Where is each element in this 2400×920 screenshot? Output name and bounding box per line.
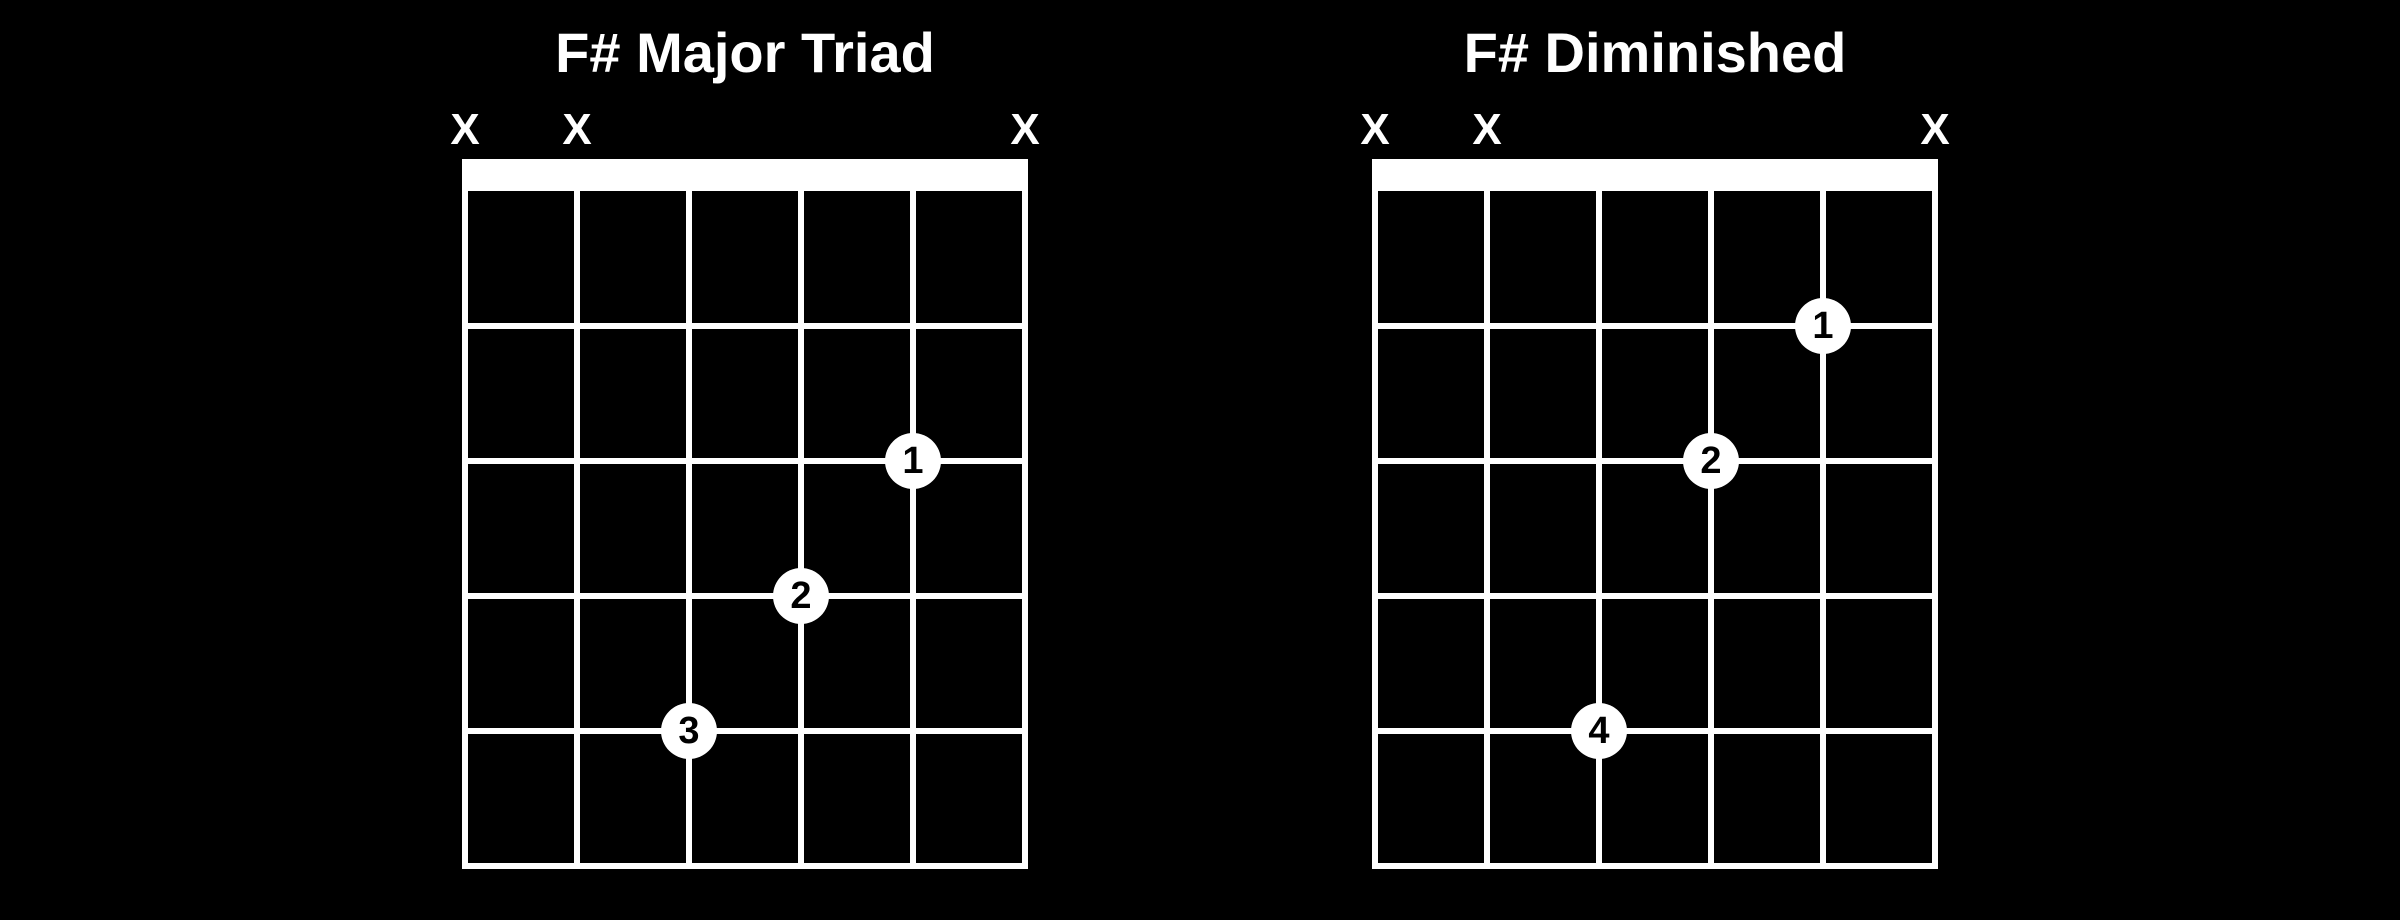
fret-line	[1372, 458, 1938, 464]
string-line	[1932, 191, 1938, 866]
fret-line	[462, 323, 1028, 329]
string-line	[1820, 191, 1826, 866]
finger-dot: 2	[773, 568, 829, 624]
mute-marker: X	[445, 105, 485, 155]
finger-dot: 3	[661, 703, 717, 759]
mute-marker: X	[1915, 105, 1955, 155]
finger-dot: 1	[885, 433, 941, 489]
fret-line	[462, 593, 1028, 599]
finger-dot: 4	[1571, 703, 1627, 759]
finger-dot: 1	[1795, 298, 1851, 354]
fret-line	[1372, 593, 1938, 599]
string-line	[1484, 191, 1490, 866]
string-line	[1596, 191, 1602, 866]
string-line	[910, 191, 916, 866]
fret-line	[1372, 728, 1938, 734]
fret-line	[462, 458, 1028, 464]
chord-diagram: F# Diminished XXX 1 2 4	[1375, 20, 1935, 866]
string-line	[574, 191, 580, 866]
mute-marker: X	[557, 105, 597, 155]
string-line	[1372, 191, 1378, 866]
chord-title: F# Major Triad	[555, 20, 935, 85]
nut	[462, 159, 1028, 191]
fret-line	[1372, 863, 1938, 869]
string-line	[1022, 191, 1028, 866]
finger-dot: 2	[1683, 433, 1739, 489]
string-line	[1708, 191, 1714, 866]
chord-title: F# Diminished	[1464, 20, 1847, 85]
fret-line	[1372, 323, 1938, 329]
fretboard: 1 2 4	[1375, 159, 1935, 866]
string-markers: XXX	[465, 105, 1025, 159]
fretboard: 1 2 3	[465, 159, 1025, 866]
string-line	[686, 191, 692, 866]
string-line	[798, 191, 804, 866]
chord-diagram: F# Major Triad XXX 1 2 3	[465, 20, 1025, 866]
fret-line	[462, 863, 1028, 869]
mute-marker: X	[1005, 105, 1045, 155]
nut	[1372, 159, 1938, 191]
string-markers: XXX	[1375, 105, 1935, 159]
mute-marker: X	[1467, 105, 1507, 155]
mute-marker: X	[1355, 105, 1395, 155]
string-line	[462, 191, 468, 866]
fret-line	[462, 728, 1028, 734]
